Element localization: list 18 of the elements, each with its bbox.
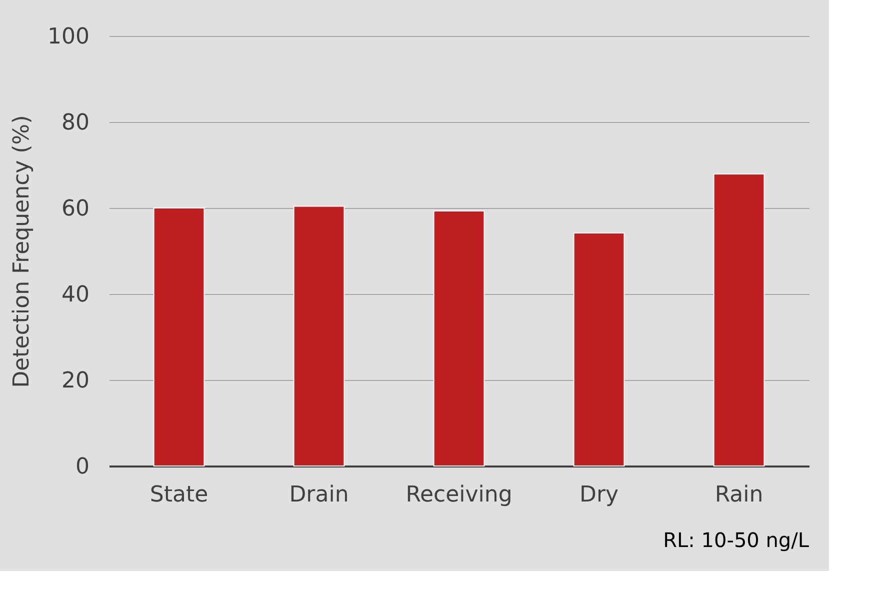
y-tick-label: 40 (62, 282, 90, 308)
x-tick-label: Drain (289, 482, 349, 508)
y-tick-label: 100 (48, 24, 90, 50)
bar (433, 210, 485, 466)
y-tick-label: 0 (76, 454, 90, 480)
y-tick-label: 20 (62, 368, 90, 394)
y-tick-label: 80 (62, 110, 90, 136)
x-tick-label: Rain (714, 482, 764, 508)
x-tick-label: Dry (579, 482, 619, 508)
y-tick-label: 60 (62, 196, 90, 222)
bar (153, 208, 205, 466)
bar (293, 206, 345, 466)
bar (713, 174, 765, 466)
text: RL: 10-50 ng/L (663, 528, 810, 552)
x-tick-label: Receiving (406, 482, 512, 508)
y-axis-title: Detection Frequency (%) (10, 115, 35, 388)
bar (573, 232, 625, 466)
x-tick-label: State (150, 482, 208, 508)
